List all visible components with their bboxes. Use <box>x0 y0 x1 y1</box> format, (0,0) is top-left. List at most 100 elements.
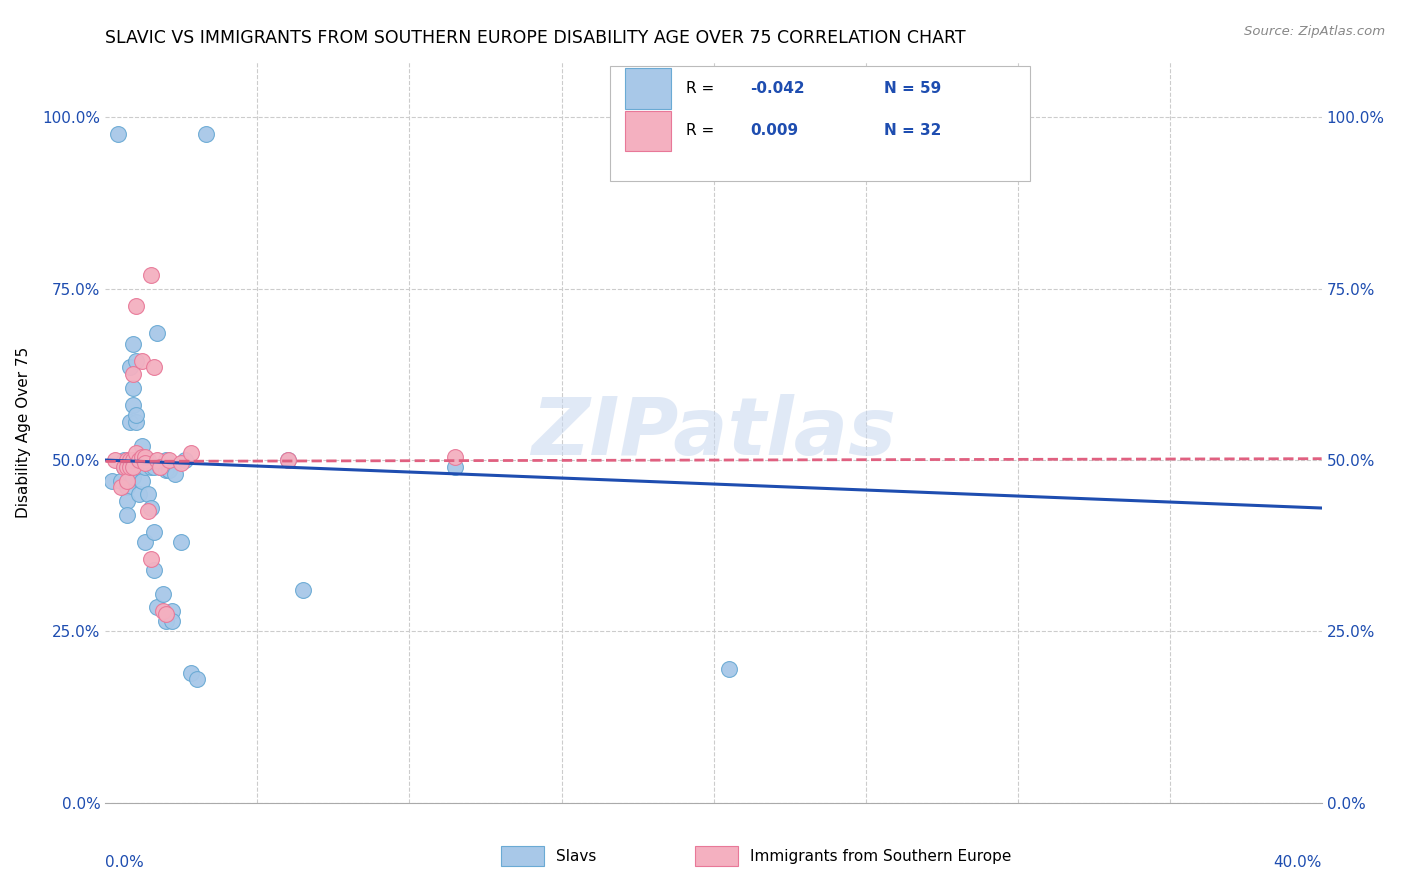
Point <box>143 524 166 539</box>
Point <box>194 128 217 142</box>
Point <box>112 453 135 467</box>
Point <box>103 453 125 467</box>
Point <box>162 604 184 618</box>
Point <box>152 587 174 601</box>
Point <box>134 457 156 471</box>
Point <box>162 614 184 628</box>
Point <box>717 662 740 676</box>
Point <box>136 487 159 501</box>
Text: -0.042: -0.042 <box>749 81 804 96</box>
Point <box>115 453 138 467</box>
Point <box>112 459 135 474</box>
Point <box>118 360 141 375</box>
Point <box>115 480 138 494</box>
Point <box>121 453 143 467</box>
Point <box>107 128 129 142</box>
Point <box>143 360 166 375</box>
Point <box>118 453 141 467</box>
Point <box>139 268 162 282</box>
Point <box>131 439 153 453</box>
Point <box>277 453 299 467</box>
Point <box>149 459 172 474</box>
Point <box>128 459 150 474</box>
Text: N = 32: N = 32 <box>884 123 941 138</box>
Text: N = 59: N = 59 <box>884 81 941 96</box>
Point <box>173 453 195 467</box>
Point <box>157 453 180 467</box>
Text: Slavs: Slavs <box>555 848 596 863</box>
Point <box>128 487 150 501</box>
Text: Source: ZipAtlas.com: Source: ZipAtlas.com <box>1244 25 1385 38</box>
Point <box>115 494 138 508</box>
Point <box>444 459 467 474</box>
Point <box>149 459 172 474</box>
Point <box>125 353 148 368</box>
Point <box>131 450 153 464</box>
Point <box>157 463 180 477</box>
Point <box>131 450 153 464</box>
Text: R =: R = <box>686 123 718 138</box>
Point <box>146 453 169 467</box>
Text: SLAVIC VS IMMIGRANTS FROM SOUTHERN EUROPE DISABILITY AGE OVER 75 CORRELATION CHA: SLAVIC VS IMMIGRANTS FROM SOUTHERN EUROP… <box>105 29 966 47</box>
Text: 40.0%: 40.0% <box>1274 855 1322 870</box>
Point <box>125 409 148 423</box>
Point <box>155 614 177 628</box>
Point <box>131 353 153 368</box>
Point <box>121 381 143 395</box>
Bar <box>624 69 671 109</box>
Point <box>143 563 166 577</box>
Point <box>115 474 138 488</box>
Point <box>121 470 143 484</box>
Point <box>125 446 148 460</box>
Point <box>143 459 166 474</box>
Bar <box>624 111 671 152</box>
Point <box>444 450 467 464</box>
Point <box>128 459 150 474</box>
Point <box>134 535 156 549</box>
Point <box>131 474 153 488</box>
Point <box>146 600 169 615</box>
Point <box>112 459 135 474</box>
Point <box>277 453 299 467</box>
Point <box>110 480 132 494</box>
Point <box>134 459 156 474</box>
Point <box>118 459 141 474</box>
Text: 0.0%: 0.0% <box>105 855 145 870</box>
Point <box>121 368 143 382</box>
Point <box>170 457 193 471</box>
Point <box>115 459 138 474</box>
Point <box>121 336 143 351</box>
FancyBboxPatch shape <box>610 66 1029 181</box>
Point <box>134 453 156 467</box>
Point <box>115 508 138 522</box>
Point <box>180 446 202 460</box>
Point <box>139 459 162 474</box>
Text: ZIPatlas: ZIPatlas <box>531 393 896 472</box>
Point <box>157 463 180 477</box>
Point <box>136 453 159 467</box>
Point <box>134 453 156 467</box>
Point <box>292 583 315 598</box>
Point <box>121 459 143 474</box>
Text: Immigrants from Southern Europe: Immigrants from Southern Europe <box>751 848 1012 863</box>
Point <box>134 450 156 464</box>
Y-axis label: Disability Age Over 75: Disability Age Over 75 <box>17 347 31 518</box>
Point <box>139 501 162 516</box>
Point <box>118 415 141 429</box>
Bar <box>696 847 738 866</box>
Point <box>170 535 193 549</box>
Point <box>139 552 162 566</box>
Point <box>110 474 132 488</box>
Point <box>125 415 148 429</box>
Point <box>125 299 148 313</box>
Bar <box>501 847 544 866</box>
Point <box>128 453 150 467</box>
Text: R =: R = <box>686 81 718 96</box>
Point <box>155 607 177 622</box>
Point <box>186 673 208 687</box>
Point <box>155 463 177 477</box>
Point <box>155 453 177 467</box>
Point <box>118 453 141 467</box>
Point <box>121 453 143 467</box>
Point <box>115 459 138 474</box>
